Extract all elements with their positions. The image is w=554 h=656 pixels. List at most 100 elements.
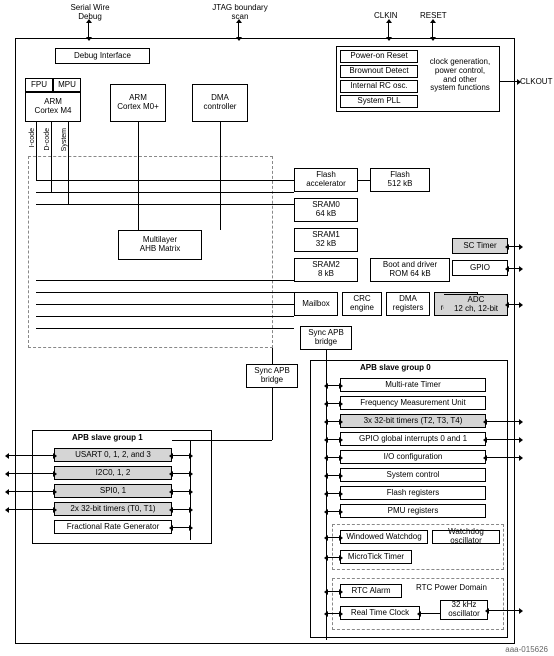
- real-time-clock: Real Time Clock: [340, 606, 420, 620]
- sc-timer: SC Timer: [452, 238, 508, 254]
- bridge1-v2: [272, 388, 273, 440]
- apb0-a1: [327, 403, 340, 404]
- clkout-arrow: [500, 81, 518, 82]
- gpio-arrow: [508, 268, 520, 269]
- wwdt-a: [327, 537, 340, 538]
- cortex-m4: ARM Cortex M4: [25, 92, 81, 122]
- rtc-alarm: RTC Alarm: [340, 584, 402, 598]
- apb0-o4: [486, 457, 520, 458]
- bus-h1: [36, 180, 294, 181]
- fpu: FPU: [25, 78, 53, 92]
- sctimer-arrow: [508, 246, 520, 247]
- apb1-item-1: I2C0, 1, 2: [54, 466, 172, 480]
- sram1: SRAM1 32 kB: [294, 228, 358, 252]
- apb1-o0: [8, 455, 54, 456]
- m4-d: [51, 122, 52, 192]
- m4-i: [36, 122, 37, 180]
- dma-controller: DMA controller: [192, 84, 248, 122]
- apb0-item-7: PMU registers: [340, 504, 486, 518]
- sram0: SRAM0 64 kB: [294, 198, 358, 222]
- dma-registers: DMA registers: [386, 292, 430, 316]
- apb0-a0: [327, 385, 340, 386]
- apb0-a4: [327, 457, 340, 458]
- clockgen-label: clock generation, power control, and oth…: [422, 58, 498, 93]
- flash-accelerator: Flash accelerator: [294, 168, 358, 192]
- bus-h3: [36, 204, 294, 205]
- brownout-detect: Brownout Detect: [340, 65, 418, 78]
- rtc-alarm-a: [327, 591, 340, 592]
- apb1-o3: [8, 509, 54, 510]
- bus-h8: [36, 328, 294, 329]
- apb0-item-5: System control: [340, 468, 486, 482]
- apb0-o2: [486, 421, 520, 422]
- crc-engine: CRC engine: [342, 292, 382, 316]
- bus-h5: [36, 292, 294, 293]
- apb1-item-2: SPI0, 1: [54, 484, 172, 498]
- windowed-watchdog: Windowed Watchdog: [340, 530, 428, 544]
- rtc-domain-label: RTC Power Domain: [416, 584, 487, 593]
- mtick-a: [327, 557, 340, 558]
- apb0-item-6: Flash registers: [340, 486, 486, 500]
- apb1-r1: [172, 473, 190, 474]
- reset-arrow: [432, 22, 433, 38]
- sync-apb-bridge-0: Sync APB bridge: [300, 326, 352, 350]
- bus-h4: [36, 280, 294, 281]
- apb1-r2: [172, 491, 190, 492]
- ahb-matrix: Multilayer AHB Matrix: [118, 230, 202, 260]
- power-on-reset: Power-on Reset: [340, 50, 418, 63]
- bridge1-v: [272, 348, 273, 364]
- microtick: MicroTick Timer: [340, 550, 412, 564]
- rtc-osc-out: [488, 610, 520, 611]
- rtc-a: [327, 613, 340, 614]
- flash: Flash 512 kB: [370, 168, 430, 192]
- apb0-item-0: Multi-rate Timer: [340, 378, 486, 392]
- adc-arrow: [508, 304, 520, 305]
- apb1-r4: [172, 527, 190, 528]
- apb1-o1: [8, 473, 54, 474]
- diagram-id: aaa-015626: [505, 645, 548, 654]
- apb0-a6: [327, 493, 340, 494]
- apb0-a2: [327, 421, 340, 422]
- apb1-o2: [8, 491, 54, 492]
- clkout-label: CLKOUT: [520, 78, 552, 87]
- debug-interface: Debug Interface: [55, 48, 150, 64]
- apb0-a7: [327, 511, 340, 512]
- mpu: MPU: [53, 78, 81, 92]
- mailbox: Mailbox: [294, 292, 338, 316]
- gpio: GPIO: [452, 260, 508, 276]
- rc-osc: Internal RC osc.: [340, 80, 418, 93]
- system-pll: System PLL: [340, 95, 418, 108]
- bus-h7: [36, 316, 294, 317]
- bus-h6: [36, 304, 294, 305]
- apb0-a3: [327, 439, 340, 440]
- apb0-item-1: Frequency Measurement Unit: [340, 396, 486, 410]
- block-diagram: Serial Wire Debug JTAG boundary scan CLK…: [0, 0, 554, 656]
- apb0-a5: [327, 475, 340, 476]
- bus-h2: [36, 192, 294, 193]
- m0-bus: [138, 122, 139, 230]
- cortex-m0: ARM Cortex M0+: [110, 84, 166, 122]
- apb0-item-2: 3x 32-bit timers (T2, T3, T4): [340, 414, 486, 428]
- serial-arrow: [88, 22, 89, 38]
- apb1-item-3: 2x 32-bit timers (T0, T1): [54, 502, 172, 516]
- apb1-title: APB slave group 1: [72, 434, 143, 443]
- adc-label: ADC 12 ch, 12-bit: [448, 296, 504, 314]
- clkin-arrow: [388, 22, 389, 38]
- apb0-title: APB slave group 0: [360, 364, 431, 373]
- apb0-o3: [486, 439, 520, 440]
- jtag-arrow: [238, 22, 239, 38]
- sram2: SRAM2 8 kB: [294, 258, 358, 282]
- apb1-item-4: Fractional Rate Generator: [54, 520, 172, 534]
- sync-apb-bridge-1: Sync APB bridge: [246, 364, 298, 388]
- rtc-osc: 32 kHz oscillator: [440, 600, 488, 620]
- apb0-item-3: GPIO global interrupts 0 and 1: [340, 432, 486, 446]
- apb0-item-4: I/O configuration: [340, 450, 486, 464]
- apb1-item-0: USART 0, 1, 2, and 3: [54, 448, 172, 462]
- watchdog-osc: Watchdog oscillator: [432, 530, 500, 544]
- boot-rom: Boot and driver ROM 64 kB: [370, 258, 450, 282]
- apb1-r3: [172, 509, 190, 510]
- dma-bus: [220, 122, 221, 230]
- apb1-r0: [172, 455, 190, 456]
- flash-link: [358, 180, 370, 181]
- rtc-link: [420, 613, 440, 614]
